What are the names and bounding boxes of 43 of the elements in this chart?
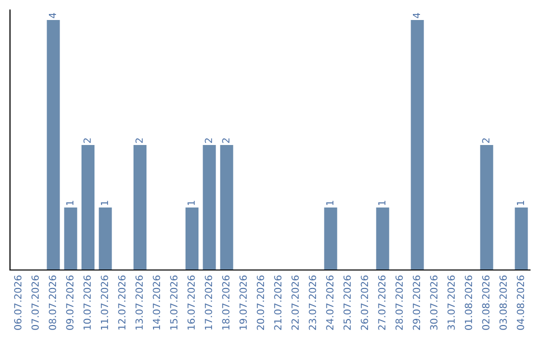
x-tick-label: 01.08.2026 [464, 275, 472, 330]
x-tick-label: 10.07.2026 [83, 275, 91, 330]
data-label: 2 [222, 138, 230, 143]
x-tick-label: 16.07.2026 [187, 275, 195, 330]
x-tick-label: 23.07.2026 [308, 275, 316, 330]
x-tick-label: 12.07.2026 [118, 275, 126, 330]
x-tick-label: 29.07.2026 [412, 275, 420, 330]
data-label: 4 [48, 12, 56, 18]
x-tick-label: 11.07.2026 [100, 275, 108, 330]
data-label: 2 [135, 138, 143, 143]
x-tick-label: 04.08.2026 [516, 275, 524, 330]
x-tick-label: 08.07.2026 [48, 275, 56, 330]
x-tick-label: 20.07.2026 [256, 275, 264, 330]
data-label: 1 [66, 200, 74, 206]
x-tick-label: 18.07.2026 [222, 275, 230, 330]
x-tick-label: 13.07.2026 [135, 275, 143, 330]
x-tick-label: 07.07.2026 [31, 275, 39, 330]
x-tick-label: 15.07.2026 [170, 275, 178, 330]
x-tick-label: 17.07.2026 [204, 275, 212, 330]
data-label: 2 [83, 138, 91, 143]
x-tick-label: 19.07.2026 [239, 275, 247, 330]
x-tick-label: 28.07.2026 [395, 275, 403, 330]
data-label: 1 [516, 200, 524, 206]
data-label: 2 [204, 138, 212, 143]
x-tick-label: 06.07.2026 [14, 275, 22, 330]
x-tick-label: 22.07.2026 [291, 275, 299, 330]
x-tick-label: 31.07.2026 [447, 275, 455, 330]
x-tick-label: 30.07.2026 [430, 275, 438, 330]
data-label: 1 [378, 200, 386, 206]
x-tick-label: 02.08.2026 [482, 275, 490, 330]
data-label: 4 [412, 12, 420, 18]
data-label: 1 [100, 200, 108, 206]
x-tick-label: 09.07.2026 [66, 275, 74, 330]
x-tick-label: 26.07.2026 [360, 275, 368, 330]
x-tick-label: 21.07.2026 [274, 275, 282, 330]
x-tick-label: 25.07.2026 [343, 275, 351, 330]
x-tick-label: 27.07.2026 [378, 275, 386, 330]
x-tick-label: 03.08.2026 [499, 275, 507, 330]
data-label: 2 [482, 138, 490, 143]
x-tick-label: 24.07.2026 [326, 275, 334, 330]
data-label: 1 [188, 200, 195, 206]
x-tick-label: 14.07.2026 [152, 275, 160, 330]
data-label: 1 [326, 200, 334, 206]
